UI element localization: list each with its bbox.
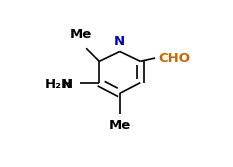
Text: CHO: CHO (158, 52, 190, 65)
Text: H: H (62, 78, 73, 91)
Text: H₂N: H₂N (45, 78, 73, 91)
Text: N: N (114, 35, 125, 48)
Text: Me: Me (109, 119, 131, 132)
Text: Me: Me (70, 28, 92, 41)
